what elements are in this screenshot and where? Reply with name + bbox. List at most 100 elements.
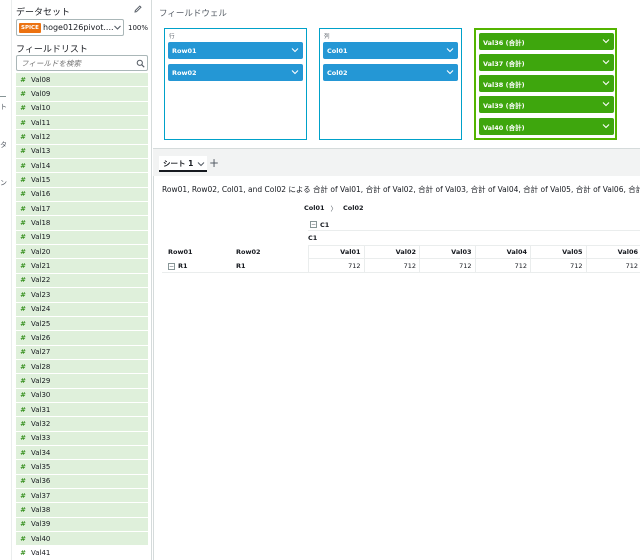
add-sheet-icon[interactable]: +: [209, 156, 220, 170]
columns-well[interactable]: 列 Col01 Col02: [319, 28, 462, 140]
field-list-item[interactable]: # Val26: [16, 331, 148, 346]
value-header: Val04: [474, 246, 531, 259]
value-cell: 712: [585, 259, 640, 273]
field-search-input[interactable]: [21, 58, 131, 69]
field-list-item[interactable]: # Val30: [16, 388, 148, 403]
field-list-item[interactable]: # Val23: [16, 288, 148, 303]
analysis-canvas: Row01, Row02, Col01, and Col02 による 合計 of…: [153, 176, 640, 560]
collapse-toggle-icon[interactable]: −: [168, 262, 175, 270]
field-label: Val40: [31, 534, 51, 543]
field-label: Val37: [31, 491, 51, 500]
field-list: # Val08 # Val09 # Val10 # Val11 # Val12 # Val13 # Val…: [16, 73, 148, 560]
field-list-item[interactable]: # Val20: [16, 245, 148, 260]
column-field-pill[interactable]: Col02: [323, 64, 458, 81]
field-list-item[interactable]: # Val35: [16, 460, 148, 475]
row01-cell: − R1: [168, 259, 188, 273]
field-list-item[interactable]: # Val12: [16, 130, 148, 145]
measure-field-icon: #: [20, 534, 26, 543]
field-label: Val41: [31, 549, 51, 558]
field-list-item[interactable]: # Val08: [16, 73, 148, 88]
measure-field-icon: #: [20, 434, 26, 443]
field-list-item[interactable]: # Val27: [16, 345, 148, 360]
field-list-item[interactable]: # Val28: [16, 359, 148, 375]
dataset-name: hoge0126pivot....: [43, 23, 113, 32]
measure-field-icon: #: [20, 462, 26, 471]
tab-sheet-1[interactable]: シート 1: [159, 156, 207, 172]
field-list-item[interactable]: # Val11: [16, 116, 148, 131]
breadcrumb-col01[interactable]: Col01: [304, 204, 325, 212]
value-header: Val06: [585, 246, 640, 259]
field-list-item[interactable]: # Val13: [16, 144, 148, 160]
measure-field-icon: #: [20, 104, 26, 113]
field-label: Val22: [31, 276, 51, 285]
value-field-pill[interactable]: Val38 (合計): [479, 75, 614, 92]
measure-field-icon: #: [20, 319, 26, 328]
field-list-item[interactable]: # Val39: [16, 517, 148, 532]
field-list-item[interactable]: # Val36: [16, 474, 148, 489]
edit-pencil-icon[interactable]: [133, 4, 143, 14]
field-list-item[interactable]: # Val16: [16, 187, 148, 203]
field-list-item[interactable]: # Val10: [16, 101, 148, 117]
field-list-item[interactable]: # Val14: [16, 159, 148, 174]
field-label: Val35: [31, 462, 51, 471]
breadcrumb-col02[interactable]: Col02: [343, 204, 364, 212]
field-label: Val36: [31, 477, 51, 486]
spice-usage: 100%: [128, 24, 149, 32]
value-cell: 712: [363, 259, 420, 273]
field-list-item[interactable]: # Val17: [16, 202, 148, 217]
measure-field-icon: #: [20, 448, 26, 457]
field-list-item[interactable]: # Val24: [16, 302, 148, 317]
field-list-item[interactable]: # Val33: [16, 431, 148, 446]
field-list-item[interactable]: # Val40: [16, 532, 148, 547]
value-field-pill[interactable]: Val37 (合計): [479, 54, 614, 71]
field-list-item[interactable]: # Val38: [16, 503, 148, 518]
measure-field-icon: #: [20, 549, 26, 558]
rows-well[interactable]: 行 Row01 Row02: [164, 28, 307, 140]
field-search-box[interactable]: [16, 55, 148, 71]
field-list-item[interactable]: # Val09: [16, 87, 148, 102]
field-list-item[interactable]: # Val29: [16, 374, 148, 389]
row-field-pill[interactable]: Row01: [168, 42, 303, 59]
measure-field-icon: #: [20, 118, 26, 127]
values-well[interactable]: Val36 (合計) Val37 (合計) Val38 (合計) Val39 (…: [474, 28, 617, 140]
field-list-item[interactable]: # Val41: [16, 546, 148, 560]
value-cell: 712: [474, 259, 531, 273]
column-field-pill[interactable]: Col01: [323, 42, 458, 59]
field-label: Val23: [31, 290, 51, 299]
field-list-item[interactable]: # Val32: [16, 417, 148, 432]
sheet-tab-label: シート 1: [163, 158, 194, 168]
field-list-item[interactable]: # Val22: [16, 273, 148, 289]
value-field-pill[interactable]: Val40 (合計): [479, 118, 614, 135]
field-list-item[interactable]: # Val15: [16, 173, 148, 188]
field-list-item[interactable]: # Val31: [16, 402, 148, 418]
nav-label[interactable]: ン: [0, 179, 7, 187]
collapse-toggle-icon[interactable]: −: [310, 221, 317, 228]
field-list-item[interactable]: # Val25: [16, 316, 148, 332]
column-subgroup-label: C1: [308, 234, 318, 242]
field-list-item[interactable]: # Val37: [16, 488, 148, 504]
value-field-pill[interactable]: Val36 (合計): [479, 33, 614, 50]
measure-field-icon: #: [20, 491, 26, 500]
field-list-item[interactable]: # Val21: [16, 259, 148, 274]
chevron-down-icon[interactable]: [197, 160, 205, 168]
field-list-item[interactable]: # Val19: [16, 230, 148, 246]
measure-field-icon: #: [20, 176, 26, 185]
value-header: Val05: [530, 246, 586, 259]
measure-field-icon: #: [20, 348, 26, 357]
dataset-select[interactable]: SPICE hoge0126pivot....: [16, 19, 124, 36]
measure-field-icon: #: [20, 477, 26, 486]
field-list-item[interactable]: # Val18: [16, 216, 148, 231]
nav-label[interactable]: タ: [0, 141, 7, 149]
field-label: Val10: [31, 104, 51, 113]
value-field-pill[interactable]: Val39 (合計): [479, 96, 614, 113]
chevron-down-icon: [446, 48, 454, 53]
dataset-title: データセット: [16, 8, 71, 18]
column-group-header: − C1: [308, 219, 640, 231]
field-label: Val34: [31, 448, 51, 457]
chevron-down-icon: [291, 70, 299, 75]
nav-label[interactable]: ト: [0, 103, 7, 111]
field-list-item[interactable]: # Val34: [16, 445, 148, 461]
pill-label: Val37 (合計): [483, 59, 525, 68]
sheet-tab-bar: シート 1 +: [153, 148, 640, 176]
row-field-pill[interactable]: Row02: [168, 64, 303, 81]
